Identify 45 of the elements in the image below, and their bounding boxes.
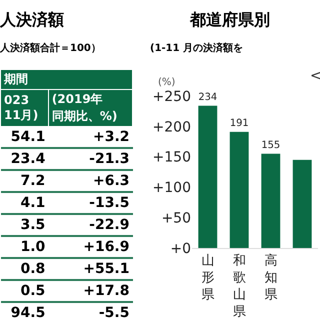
- y-axis-title: (%): [158, 77, 176, 88]
- text: -21.3: [48, 148, 132, 170]
- y-tick-label: +200: [152, 119, 191, 136]
- text: +17.8: [48, 280, 132, 302]
- bar: [230, 132, 249, 248]
- text: +6.3: [48, 170, 132, 192]
- text: 人決済額合計＝100）: [0, 41, 102, 55]
- text: 11月): [4, 108, 38, 122]
- text: 4.1: [0, 192, 48, 214]
- text: 同期比、%): [52, 109, 118, 123]
- y-tick-label: +100: [152, 180, 191, 196]
- text: 1.0: [0, 236, 48, 258]
- data-label: 234: [198, 92, 218, 104]
- text: 期間: [0, 70, 132, 90]
- y-tick-label: +150: [152, 150, 191, 166]
- chart-subtitle: (1-11 月の決済額を: [150, 41, 244, 55]
- text: 0.8: [0, 258, 48, 280]
- bar: [198, 106, 218, 248]
- data-label: 155: [261, 140, 280, 152]
- text: 人決済額: [0, 10, 65, 31]
- text: <: [310, 68, 320, 84]
- y-tick-label: +250: [152, 88, 191, 105]
- text: 7.2: [0, 170, 48, 192]
- text: -22.9: [48, 214, 132, 236]
- text: 3.5: [0, 214, 48, 236]
- text: 023: [4, 92, 30, 106]
- text: +16.9: [48, 236, 132, 258]
- text: -13.5: [48, 192, 132, 214]
- text: (2019年: [52, 92, 103, 106]
- data-label: 191: [230, 118, 249, 130]
- text: -5.5: [48, 302, 132, 320]
- text: 0.5: [0, 280, 48, 302]
- text: 94.5: [0, 302, 48, 320]
- chart-title: 都道府県別: [188, 10, 271, 31]
- bar: [261, 154, 280, 248]
- y-tick-label: +0: [170, 240, 191, 257]
- y-tick-label: +50: [161, 210, 191, 226]
- bar: [292, 160, 312, 248]
- x-tick-label: 和歌山県: [232, 254, 246, 320]
- x-tick-label: 高知県: [264, 252, 278, 302]
- text: 54.1: [0, 126, 48, 148]
- text: +55.1: [48, 258, 132, 280]
- text: 23.4: [0, 148, 48, 170]
- text: +3.2: [48, 126, 132, 148]
- x-tick-label: 山形県: [201, 254, 214, 302]
